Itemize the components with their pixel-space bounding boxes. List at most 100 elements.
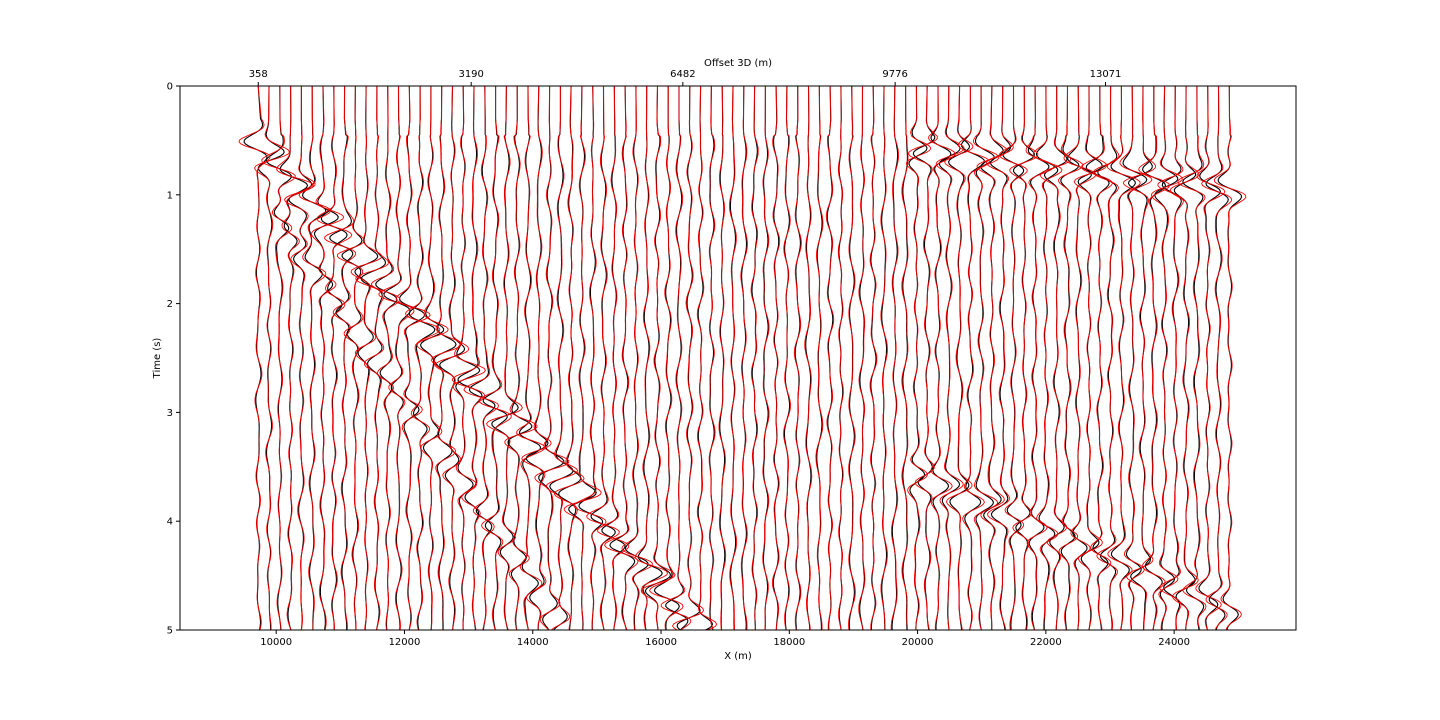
red-trace (586, 86, 620, 630)
red-trace (944, 86, 974, 630)
black-trace (320, 86, 348, 630)
red-trace (634, 86, 669, 630)
red-trace (718, 86, 727, 630)
top-axis-label: Offset 3D (m) (704, 58, 772, 69)
red-trace (935, 86, 965, 630)
red-trace (276, 86, 314, 630)
red-trace (416, 86, 449, 630)
red-trace (1058, 86, 1084, 630)
y-tick-label: 2 (167, 299, 173, 310)
red-trace (848, 86, 856, 630)
black-trace (1127, 86, 1153, 630)
y-tick-label: 0 (167, 82, 173, 93)
x-tick-label: 10000 (260, 637, 292, 648)
red-trace (1169, 86, 1200, 630)
red-trace (545, 86, 579, 630)
red-trace (1063, 86, 1097, 630)
black-trace (908, 86, 928, 630)
x-axis: 10000 12000 14000 16000 18000 20000 22000 24000 (260, 630, 1190, 648)
red-trace (880, 86, 888, 630)
red-trace (1009, 86, 1039, 630)
red-trace (1073, 86, 1108, 630)
black-trace (1142, 86, 1167, 630)
red-trace (958, 86, 990, 630)
red-trace (985, 86, 1014, 630)
red-trace (350, 86, 383, 630)
red-trace (261, 86, 296, 630)
red-trace (1138, 86, 1171, 630)
red-trace (649, 86, 684, 630)
red-trace (573, 86, 607, 630)
x-tick-label: 20000 (902, 637, 934, 648)
x-axis-label: X (m) (724, 651, 752, 662)
black-trace (1002, 86, 1025, 630)
black-trace (558, 86, 582, 630)
red-trace (1119, 86, 1153, 630)
red-trace (1039, 86, 1071, 630)
red-trace (404, 86, 441, 630)
red-trace (1092, 86, 1120, 630)
black-trace (609, 86, 636, 630)
red-trace (729, 86, 738, 630)
black-trace (455, 86, 481, 630)
red-trace (771, 86, 781, 630)
y-axis-label: Time (s) (152, 338, 163, 380)
red-trace (434, 86, 470, 630)
y-axis: 0 1 2 3 4 5 (167, 82, 180, 637)
red-trace (869, 86, 878, 630)
y-tick-label: 3 (167, 408, 173, 419)
black-trace (1110, 86, 1136, 630)
red-trace (908, 86, 938, 630)
red-trace (521, 86, 552, 630)
black-trace (1060, 86, 1080, 630)
red-trace (1122, 86, 1157, 630)
red-trace (311, 86, 345, 630)
x-tick-label: 14000 (517, 637, 549, 648)
red-trace (858, 86, 866, 630)
red-trace (837, 86, 844, 630)
black-trace (243, 86, 268, 630)
red-trace (1213, 86, 1247, 630)
red-trace (324, 86, 357, 630)
black-trace (288, 86, 313, 630)
black-trace (279, 86, 309, 630)
red-trace (1150, 86, 1183, 630)
red-trace (254, 86, 291, 630)
red-trace (316, 86, 353, 630)
red-trace (1201, 86, 1233, 630)
black-trace (314, 86, 339, 630)
red-trace (696, 86, 718, 630)
top-tick-label: 358 (249, 69, 268, 80)
black-trace (468, 86, 496, 630)
red-trace (621, 86, 653, 630)
y-tick-label: 4 (167, 517, 173, 528)
black-trace (625, 86, 649, 630)
red-trace (976, 86, 1008, 630)
red-trace (478, 86, 512, 630)
red-trace (740, 86, 748, 630)
red-trace (999, 86, 1028, 630)
black-trace (360, 86, 387, 630)
top-tick-label: 6482 (670, 69, 695, 80)
trace-layer (238, 86, 1247, 630)
red-trace (486, 86, 523, 630)
red-trace (815, 86, 824, 630)
red-trace (283, 86, 316, 630)
red-trace (378, 86, 415, 630)
black-trace (491, 86, 519, 630)
red-trace (463, 86, 500, 630)
red-trace (563, 86, 602, 630)
black-trace (665, 86, 689, 630)
red-trace (672, 86, 705, 630)
red-trace (238, 86, 271, 630)
plot-frame (179, 85, 1297, 631)
red-trace (928, 86, 956, 630)
red-trace (890, 86, 900, 630)
top-tick-label: 13071 (1090, 69, 1122, 80)
red-trace (804, 86, 813, 630)
red-trace (750, 86, 759, 630)
red-trace (452, 86, 486, 630)
red-trace (298, 86, 332, 630)
y-tick-label: 5 (167, 626, 173, 637)
